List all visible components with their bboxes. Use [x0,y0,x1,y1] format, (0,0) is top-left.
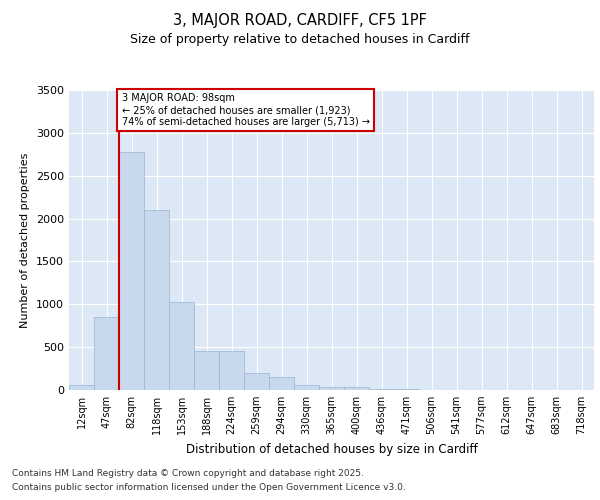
Bar [119,152,144,390]
Y-axis label: Number of detached properties: Number of detached properties [20,152,31,328]
Bar [244,373,269,390]
Bar [169,302,194,390]
Bar [194,350,219,390]
Bar [144,210,169,390]
X-axis label: Distribution of detached houses by size in Cardiff: Distribution of detached houses by size … [185,442,478,456]
Bar [294,386,319,390]
Text: Size of property relative to detached houses in Cardiff: Size of property relative to detached ho… [130,32,470,46]
Bar [219,352,244,390]
Text: Contains HM Land Registry data © Crown copyright and database right 2025.: Contains HM Land Registry data © Crown c… [12,468,364,477]
Bar [319,387,344,390]
Bar [94,317,119,390]
Bar [69,385,94,390]
Bar [344,388,369,390]
Bar [369,389,394,390]
Bar [269,377,294,390]
Text: 3 MAJOR ROAD: 98sqm
← 25% of detached houses are smaller (1,923)
74% of semi-det: 3 MAJOR ROAD: 98sqm ← 25% of detached ho… [121,94,370,126]
Text: 3, MAJOR ROAD, CARDIFF, CF5 1PF: 3, MAJOR ROAD, CARDIFF, CF5 1PF [173,12,427,28]
Text: Contains public sector information licensed under the Open Government Licence v3: Contains public sector information licen… [12,484,406,492]
